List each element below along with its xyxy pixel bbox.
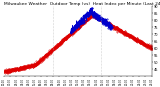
Text: Milwaukee Weather  Outdoor Temp (vs)  Heat Index per Minute (Last 24 Hours): Milwaukee Weather Outdoor Temp (vs) Heat… bbox=[4, 2, 160, 6]
